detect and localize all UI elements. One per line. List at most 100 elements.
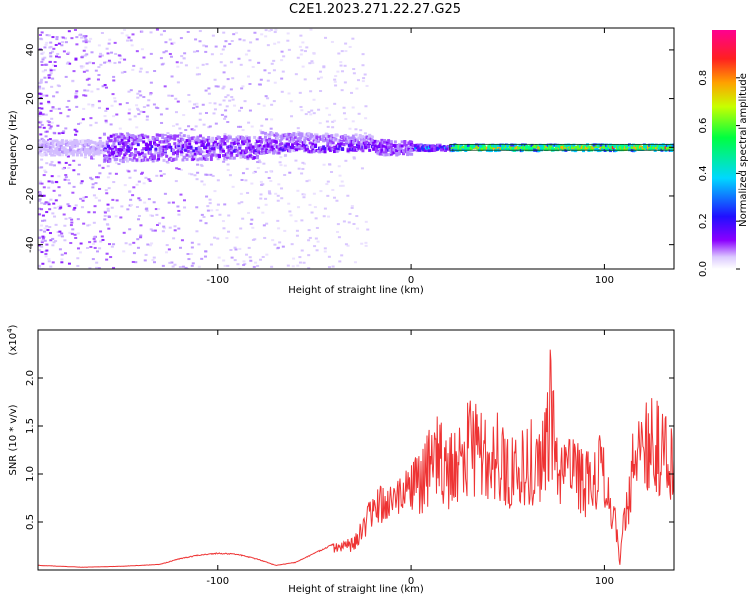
- spectrogram-cell: [130, 204, 134, 207]
- spectrogram-cell: [363, 73, 367, 76]
- spectrogram-cell: [179, 131, 183, 134]
- spectrogram-cell: [273, 243, 277, 246]
- spectrogram-cell: [97, 44, 101, 47]
- spectrogram-cell: [38, 198, 42, 201]
- spectrogram-cell: [130, 138, 134, 142]
- spectrogram-cell: [357, 112, 361, 115]
- snr-series-line: [38, 349, 674, 568]
- spectrogram-cell: [117, 148, 121, 152]
- spectrogram-cell: [104, 147, 108, 151]
- spectrogram-cell: [172, 124, 176, 127]
- spectrogram-cell: [360, 138, 364, 142]
- spectrogram-cell: [209, 173, 213, 176]
- spectrogram-cell: [60, 235, 64, 238]
- spectrogram-cell: [50, 164, 54, 167]
- spectrogram-cell: [327, 134, 331, 138]
- spectrogram-cell: [42, 194, 46, 197]
- spectrogram-cell: [38, 110, 42, 113]
- spectrogram-cell: [270, 265, 274, 268]
- spectrogram-cell: [115, 152, 119, 156]
- spectrogram-cell: [404, 143, 408, 147]
- spectrogram-cell: [264, 197, 268, 200]
- spectrogram-cell: [356, 79, 360, 82]
- spectrogram-cell: [302, 196, 306, 199]
- spectrogram-cell: [75, 43, 79, 46]
- spectrogram-cell: [213, 153, 217, 157]
- spectrogram-cell: [226, 139, 230, 143]
- spectrogram-cell: [238, 153, 242, 156]
- spectrogram-cell: [351, 37, 355, 40]
- spectrogram-cell: [286, 39, 290, 42]
- spectrogram-cell: [49, 109, 53, 112]
- spectrogram-cell: [43, 219, 47, 222]
- spectrogram-cell: [91, 103, 95, 106]
- spectrogram-cell: [303, 78, 307, 81]
- spectrogram-cell: [188, 139, 192, 143]
- spectrogram-cell: [41, 70, 45, 73]
- spectrogram-cell: [40, 52, 44, 55]
- spectrogram-cell: [340, 70, 344, 73]
- spectrogram-cell: [110, 206, 114, 209]
- spectrogram-cell: [120, 32, 124, 35]
- spectrogram-cell: [75, 90, 79, 93]
- spectrogram-cell: [40, 31, 44, 34]
- spectrogram-cell: [136, 96, 140, 99]
- spectrogram-cell: [191, 262, 195, 265]
- spectrogram-cell: [38, 191, 42, 194]
- spectrogram-cell: [55, 55, 59, 58]
- spectrogram-cell: [108, 243, 112, 246]
- spectrogram-cell: [235, 149, 239, 153]
- spectrogram-cell: [57, 161, 61, 164]
- spectrogram-cell: [253, 170, 257, 173]
- spectrogram-cell: [142, 110, 146, 113]
- spectrogram-cell: [92, 194, 96, 197]
- spectrogram-cell: [81, 139, 85, 143]
- spectrogram-cell: [234, 138, 238, 142]
- spectrogram-cell: [120, 71, 124, 74]
- spectrogram-cell: [186, 253, 190, 256]
- spectrogram-cell: [480, 147, 484, 151]
- spectrogram-cell: [239, 151, 243, 155]
- spectrogram-cell: [219, 146, 223, 150]
- spectrogram-cell: [188, 100, 192, 103]
- spectrogram-cell: [310, 60, 314, 63]
- spectrogram-cell: [40, 182, 44, 185]
- spectrogram-cell: [97, 199, 101, 202]
- spectrogram-cell: [300, 219, 304, 222]
- spectrogram-cell: [52, 164, 56, 167]
- spectrogram-cell: [222, 99, 226, 102]
- spectrogram-cell: [360, 142, 364, 146]
- spectrogram-cell: [177, 168, 181, 171]
- spectrogram-y-tick-label: 40: [25, 44, 36, 57]
- spectrogram-cell: [340, 50, 344, 53]
- spectrogram-cell: [277, 151, 281, 155]
- spectrogram-cell: [38, 126, 42, 129]
- spectrogram-cell: [280, 90, 284, 93]
- spectrogram-cell: [263, 131, 267, 135]
- spectrogram-cell: [132, 138, 136, 142]
- spectrogram-cell: [39, 102, 43, 105]
- spectrogram-cell: [325, 107, 329, 110]
- spectrogram-cell: [137, 197, 141, 200]
- spectrogram-cell: [331, 141, 335, 145]
- spectrogram-cell: [155, 28, 159, 31]
- spectrogram-cell: [71, 152, 75, 156]
- spectrogram-cell: [160, 145, 164, 148]
- spectrogram-cell: [170, 42, 174, 45]
- spectrogram-cell: [43, 202, 47, 205]
- spectrogram-carrier-band: [449, 143, 674, 151]
- spectrogram-cell: [133, 115, 137, 118]
- spectrogram-cell: [303, 50, 307, 53]
- spectrogram-cell: [143, 134, 147, 138]
- spectrogram-cell: [241, 172, 245, 175]
- colorbar-gradient: [712, 30, 736, 269]
- spectrogram-cell: [183, 52, 187, 55]
- spectrogram-cell: [190, 241, 194, 244]
- spectrogram-cell: [177, 209, 181, 212]
- spectrogram-cell: [168, 226, 172, 229]
- spectrogram-cell: [225, 237, 229, 240]
- spectrogram-cell: [280, 50, 284, 53]
- spectrogram-cell: [40, 202, 44, 205]
- spectrogram-cell: [299, 140, 303, 144]
- spectrogram-cell: [307, 267, 311, 269]
